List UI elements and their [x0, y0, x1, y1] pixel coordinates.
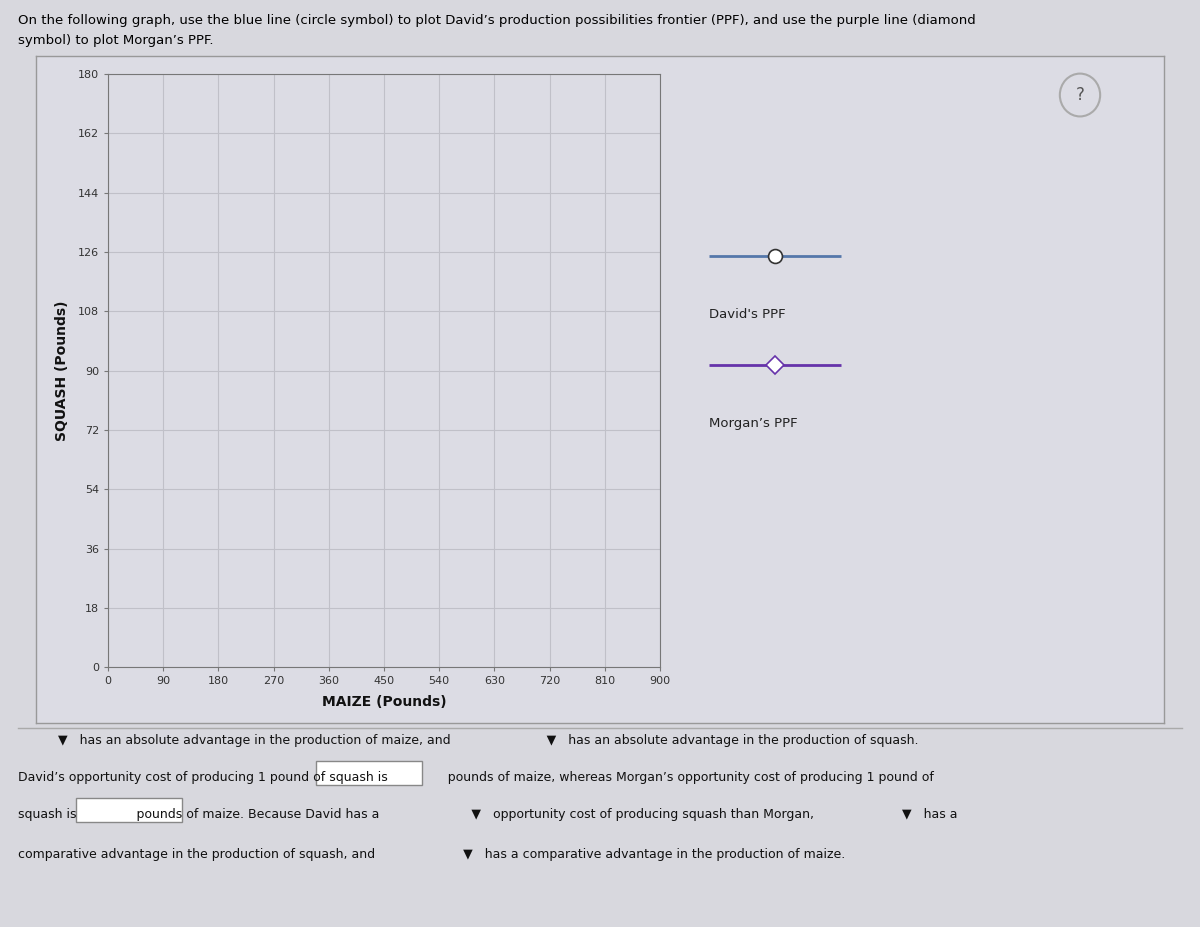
X-axis label: MAIZE (Pounds): MAIZE (Pounds)	[322, 695, 446, 709]
Y-axis label: SQUASH (Pounds): SQUASH (Pounds)	[55, 300, 70, 441]
Text: comparative advantage in the production of squash, and                      ▼   : comparative advantage in the production …	[18, 848, 845, 861]
Text: squash is               pounds of maize. Because David has a                    : squash is pounds of maize. Because David…	[18, 808, 958, 821]
Text: On the following graph, use the blue line (circle symbol) to plot David’s produc: On the following graph, use the blue lin…	[18, 14, 976, 27]
Text: David’s opportunity cost of producing 1 pound of squash is               pounds : David’s opportunity cost of producing 1 …	[18, 771, 934, 784]
Text: David's PPF: David's PPF	[709, 308, 786, 321]
Text: ?: ?	[1075, 86, 1085, 104]
Text: Morgan’s PPF: Morgan’s PPF	[709, 417, 798, 430]
Text: symbol) to plot Morgan’s PPF.: symbol) to plot Morgan’s PPF.	[18, 34, 214, 47]
Text: ▼   has an absolute advantage in the production of maize, and                   : ▼ has an absolute advantage in the produ…	[18, 734, 918, 747]
